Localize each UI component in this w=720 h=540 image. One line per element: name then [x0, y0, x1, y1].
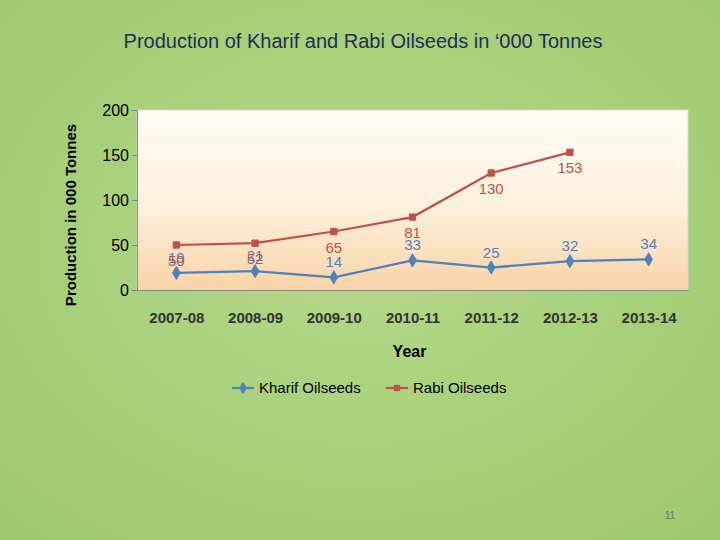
x-axis: 2007-08 2008-09 2009-10 2010-11 2011-12 2012-… — [138, 291, 689, 326]
data-label: 81 — [404, 224, 421, 241]
data-label: 50 — [168, 252, 185, 269]
tick-label: 2010-11 — [386, 309, 440, 326]
tick-mark — [132, 110, 137, 111]
tick: 2010-11 — [386, 309, 440, 326]
tick-mark — [132, 290, 137, 291]
page-number: 11 — [665, 510, 676, 521]
tick-mark — [132, 245, 137, 246]
marker — [488, 170, 494, 176]
data-label: 52 — [247, 250, 264, 267]
tick: 2007-08 — [149, 309, 204, 326]
title: Production of Kharif and Rabi Oilseeds i… — [124, 30, 603, 52]
tick: 2011-12 — [465, 309, 519, 326]
data-labels: 1921143325323450526581130153 — [168, 159, 657, 270]
tick-label: 2012-13 — [543, 309, 598, 326]
axis-line — [132, 111, 138, 291]
y-axis: 0 50 100 150 200 — [102, 102, 137, 299]
legend-marker — [239, 381, 247, 394]
marker — [173, 242, 179, 248]
marker — [487, 261, 495, 274]
marks — [173, 149, 653, 284]
plot-area — [137, 110, 688, 290]
data-label: 34 — [640, 235, 657, 252]
data-label: 130 — [479, 180, 504, 197]
data-label: 153 — [557, 159, 582, 176]
axis-line — [138, 290, 689, 291]
tick-label: 2007-08 — [149, 309, 204, 326]
marker — [252, 240, 258, 246]
tick-label: 150 — [102, 147, 129, 164]
marker — [409, 214, 415, 220]
tick-label: 2013-14 — [622, 309, 678, 326]
tick-label: 2009-10 — [307, 309, 362, 326]
chart: Production of Kharif and Rabi Oilseeds i… — [0, 0, 720, 540]
tick: 200 — [102, 102, 137, 119]
data-label: 32 — [562, 237, 579, 254]
tick: 2012-13 — [543, 309, 598, 326]
legend: Kharif Oilseeds Rabi Oilseeds — [232, 379, 506, 396]
tick: 2013-14 — [622, 309, 678, 326]
marker — [330, 271, 338, 284]
tick-mark — [132, 200, 137, 201]
tick-mark — [132, 155, 137, 156]
tick-label: 2011-12 — [465, 309, 519, 326]
tick-label: 100 — [102, 192, 129, 209]
x-axis-title: Year — [393, 343, 427, 360]
marker — [567, 149, 573, 155]
marker — [645, 253, 653, 266]
data-label: 25 — [483, 244, 500, 261]
tick: 100 — [102, 192, 137, 209]
tick: 50 — [111, 237, 137, 254]
marker — [409, 254, 417, 267]
tick-label: 2008-09 — [228, 309, 283, 326]
tick: 0 — [120, 282, 137, 299]
tick: 2009-10 — [307, 309, 362, 326]
tick-label: 200 — [102, 102, 129, 119]
data-label: 65 — [325, 239, 342, 256]
tick-label: 0 — [120, 282, 129, 299]
legend-label: Kharif Oilseeds — [259, 379, 361, 396]
legend-marker — [394, 385, 400, 391]
tick-label: 50 — [111, 237, 129, 254]
data-label: 14 — [325, 253, 342, 270]
legend-label: Rabi Oilseeds — [413, 379, 506, 396]
marker — [566, 255, 574, 268]
y-axis-title: Production in 000 Tonnes — [62, 124, 79, 306]
tick: 2008-09 — [228, 309, 283, 326]
tick: 150 — [102, 147, 137, 164]
marker — [331, 228, 337, 234]
background — [0, 0, 720, 540]
series-line — [176, 152, 570, 245]
